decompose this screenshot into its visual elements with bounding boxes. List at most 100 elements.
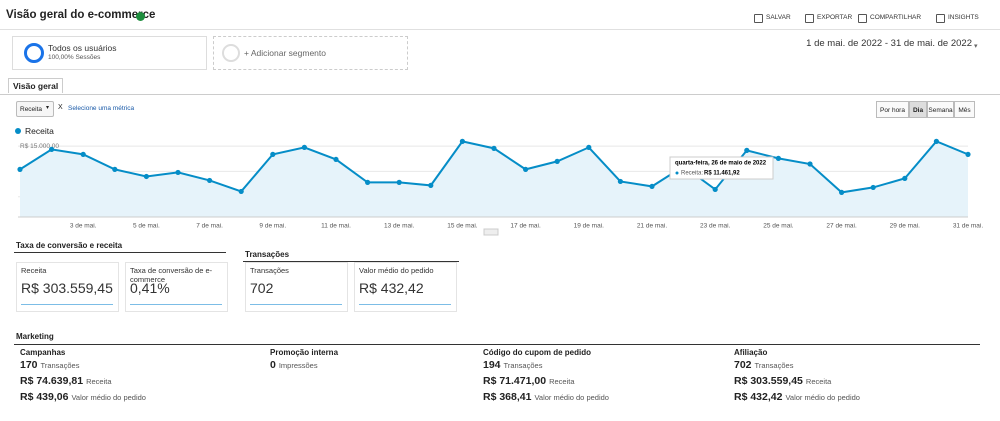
kpi-label: Transações <box>40 361 80 370</box>
point <box>965 151 971 157</box>
point <box>744 147 750 153</box>
action-icon[interactable] <box>805 14 814 23</box>
divider <box>0 29 1000 30</box>
tooltip <box>669 156 774 180</box>
point <box>491 145 497 151</box>
metric-caret: ▾ <box>46 105 50 111</box>
metric-clear[interactable]: X <box>58 104 63 111</box>
page-title: Visão geral do e-commerce <box>6 9 156 21</box>
kpi-label: Valor médio do pedido <box>785 393 860 402</box>
metric-add[interactable]: Selecione uma métrica <box>68 105 135 112</box>
kpi-row: R$ 439,06 Valor médio do pedido <box>20 391 146 403</box>
area <box>20 141 968 217</box>
section-line <box>14 344 980 345</box>
section-line <box>243 261 459 262</box>
sparkline <box>21 298 113 305</box>
point <box>459 138 465 144</box>
x-tick-label: 3 de mai. <box>70 223 97 230</box>
kpi-value: R$ 74.639,81 <box>20 375 84 387</box>
x-tick-label: 25 de mai. <box>763 223 794 230</box>
metric-card <box>16 262 119 312</box>
point <box>839 189 845 195</box>
point <box>17 166 23 172</box>
kpi-row: R$ 71.471,00 Receita <box>483 375 575 387</box>
action-icon[interactable] <box>858 14 867 23</box>
metric-card <box>354 262 457 312</box>
tab[interactable]: Visão geral <box>8 78 64 93</box>
kpi-value: R$ 303.559,45 <box>734 375 803 387</box>
kpi-value: R$ 439,06 <box>20 391 69 403</box>
metric-label: Taxa de conversão de e-commerce <box>130 266 213 284</box>
add-segment-label[interactable]: + Adicionar segmento <box>244 48 326 58</box>
granularity-button[interactable]: Mês <box>954 101 975 118</box>
metric-value: 0,41% <box>130 280 170 296</box>
point <box>523 166 529 172</box>
metric-select[interactable]: Receita <box>16 101 54 117</box>
metric-label: Valor médio do pedido <box>359 266 434 275</box>
granularity-button[interactable]: Dia <box>909 101 927 118</box>
point <box>428 182 434 188</box>
point <box>902 175 908 181</box>
action-button[interactable]: COMPARTILHAR <box>870 14 922 21</box>
kpi-label: Receita <box>86 377 112 386</box>
add-ring <box>222 44 240 62</box>
kpi-value: R$ 71.471,00 <box>483 375 547 387</box>
x-tick-label: 7 de mai. <box>196 223 223 230</box>
action-button[interactable]: INSIGHTS <box>948 14 979 21</box>
tooltip-value: R$ 11.461,92 <box>704 171 740 177</box>
granularity-button[interactable]: Semana <box>927 101 954 118</box>
action-icon[interactable] <box>754 14 763 23</box>
section-title: Taxa de conversão e receita <box>16 241 123 250</box>
column-title: Campanhas <box>20 348 66 357</box>
date-caret: ▾ <box>974 43 978 50</box>
segment-detail: 100,00% Sessões <box>48 54 101 61</box>
point <box>207 177 213 184</box>
kpi-row: R$ 74.639,81 Receita <box>20 375 112 387</box>
x-tick-label: 5 de mai. <box>133 223 160 230</box>
point <box>175 169 181 176</box>
segment-name: Todos os usuários <box>48 43 117 53</box>
point <box>270 151 276 157</box>
action-button[interactable]: EXPORTAR <box>817 14 853 21</box>
granularity-button[interactable]: Por hora <box>876 101 909 118</box>
point <box>775 155 782 161</box>
point <box>80 151 86 157</box>
point <box>238 188 244 195</box>
kpi-label: Impressões <box>278 361 318 370</box>
metric-card <box>245 262 348 312</box>
x-tick-label: 11 de mai. <box>321 223 351 230</box>
metric-value: 702 <box>250 280 274 296</box>
point <box>933 138 940 144</box>
column-title: Afiliação <box>734 348 768 357</box>
sparkline <box>250 298 342 305</box>
scroll-handle <box>483 228 499 236</box>
x-tick-label: 13 de mai. <box>384 223 415 230</box>
point <box>649 183 655 190</box>
point <box>586 144 592 150</box>
kpi-value: 170 <box>20 359 38 371</box>
verified-icon <box>136 12 145 21</box>
action-icon[interactable] <box>936 14 945 23</box>
date-range[interactable]: 1 de mai. de 2022 - 31 de mai. de 2022 <box>806 38 972 49</box>
x-tick-label: 17 de mai. <box>510 223 541 230</box>
legend-dot <box>15 128 21 134</box>
segment-ring <box>24 43 44 63</box>
metric-label: Receita <box>21 266 47 275</box>
point <box>712 186 718 193</box>
point <box>49 146 55 152</box>
point <box>807 161 813 167</box>
chart: R$ 5.000,00R$ 10.000,00R$ 15.000,003 de … <box>17 138 983 236</box>
point <box>143 173 149 180</box>
kpi-row: R$ 368,41 Valor médio do pedido <box>483 391 609 403</box>
add-segment[interactable] <box>213 36 408 70</box>
kpi-row: 0 Impressões <box>270 359 318 371</box>
metric-value: R$ 432,42 <box>359 280 424 296</box>
kpi-row: 194 Transações <box>483 359 542 371</box>
action-button[interactable]: SALVAR <box>766 14 791 21</box>
point <box>554 158 560 164</box>
section-title: Marketing <box>16 332 54 341</box>
point <box>333 156 339 163</box>
tooltip-label: Receita: <box>681 171 703 177</box>
x-tick-label: 27 de mai. <box>826 223 857 230</box>
